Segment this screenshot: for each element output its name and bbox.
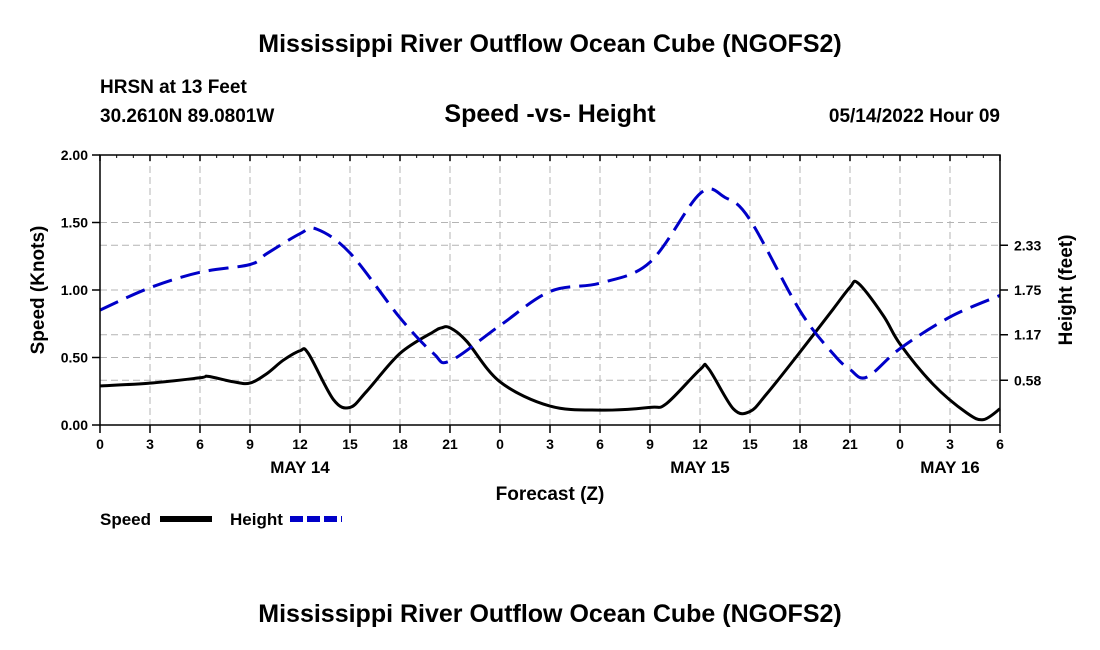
x-tick-label: 15: [742, 436, 758, 452]
y2-tick-label: 2.33: [1014, 237, 1041, 253]
ticks: 0 3 6 9 12 15 18 21 0 3 6 9 12 15 18 21 0 3 6 0.00 0.50 1.00 1…: [61, 147, 1042, 477]
x-tick-label: 0: [96, 436, 104, 452]
x-tick-label: 0: [896, 436, 904, 452]
x-tick-label: 21: [442, 436, 458, 452]
station-label: HRSN at 13 Feet: [100, 77, 247, 98]
chart-title: Mississippi River Outflow Ocean Cube (NG…: [258, 30, 842, 58]
footer-title: Mississippi River Outflow Ocean Cube (NG…: [258, 600, 842, 628]
x-tick-label: 0: [496, 436, 504, 452]
y-tick-label: 2.00: [61, 147, 88, 163]
y2-axis-title: Height (feet): [1056, 235, 1077, 346]
x-tick-label: 6: [596, 436, 604, 452]
x-tick-label: 15: [342, 436, 358, 452]
legend-label-height: Height: [230, 510, 283, 529]
series-line-height: [99, 187, 1001, 380]
day-label: MAY 15: [670, 458, 730, 477]
grid: [100, 155, 1000, 425]
x-tick-label: 9: [246, 436, 254, 452]
x-tick-label: 18: [392, 436, 408, 452]
legend: Speed Height: [100, 510, 342, 529]
x-tick-label: 6: [996, 436, 1004, 452]
y-tick-label: 0.50: [61, 350, 88, 366]
x-tick-label: 9: [646, 436, 654, 452]
y2-tick-label: 1.17: [1014, 327, 1041, 343]
x-tick-label: 3: [546, 436, 554, 452]
day-label: MAY 14: [270, 458, 330, 477]
x-tick-label: 3: [946, 436, 954, 452]
y2-tick-label: 1.75: [1014, 282, 1041, 298]
x-tick-label: 3: [146, 436, 154, 452]
series-layer: [99, 187, 1001, 422]
y-axis-title: Speed (Knots): [28, 226, 49, 355]
x-tick-label: 18: [792, 436, 808, 452]
day-label: MAY 16: [920, 458, 980, 477]
x-tick-label: 12: [692, 436, 708, 452]
y-tick-label: 1.00: [61, 282, 88, 298]
y-tick-label: 1.50: [61, 215, 88, 231]
x-axis-title: Forecast (Z): [496, 484, 605, 505]
coordinates-label: 30.2610N 89.0801W: [100, 106, 275, 127]
chart-subtitle: Speed -vs- Height: [444, 100, 656, 128]
x-tick-label: 12: [292, 436, 308, 452]
y2-tick-label: 0.58: [1014, 372, 1041, 388]
x-tick-label: 6: [196, 436, 204, 452]
forecast-datetime: 05/14/2022 Hour 09: [828, 106, 1000, 127]
y-tick-label: 0.00: [61, 417, 88, 433]
legend-label-speed: Speed: [100, 510, 151, 529]
x-tick-label: 21: [842, 436, 858, 452]
series-line-speed: [99, 279, 1001, 422]
